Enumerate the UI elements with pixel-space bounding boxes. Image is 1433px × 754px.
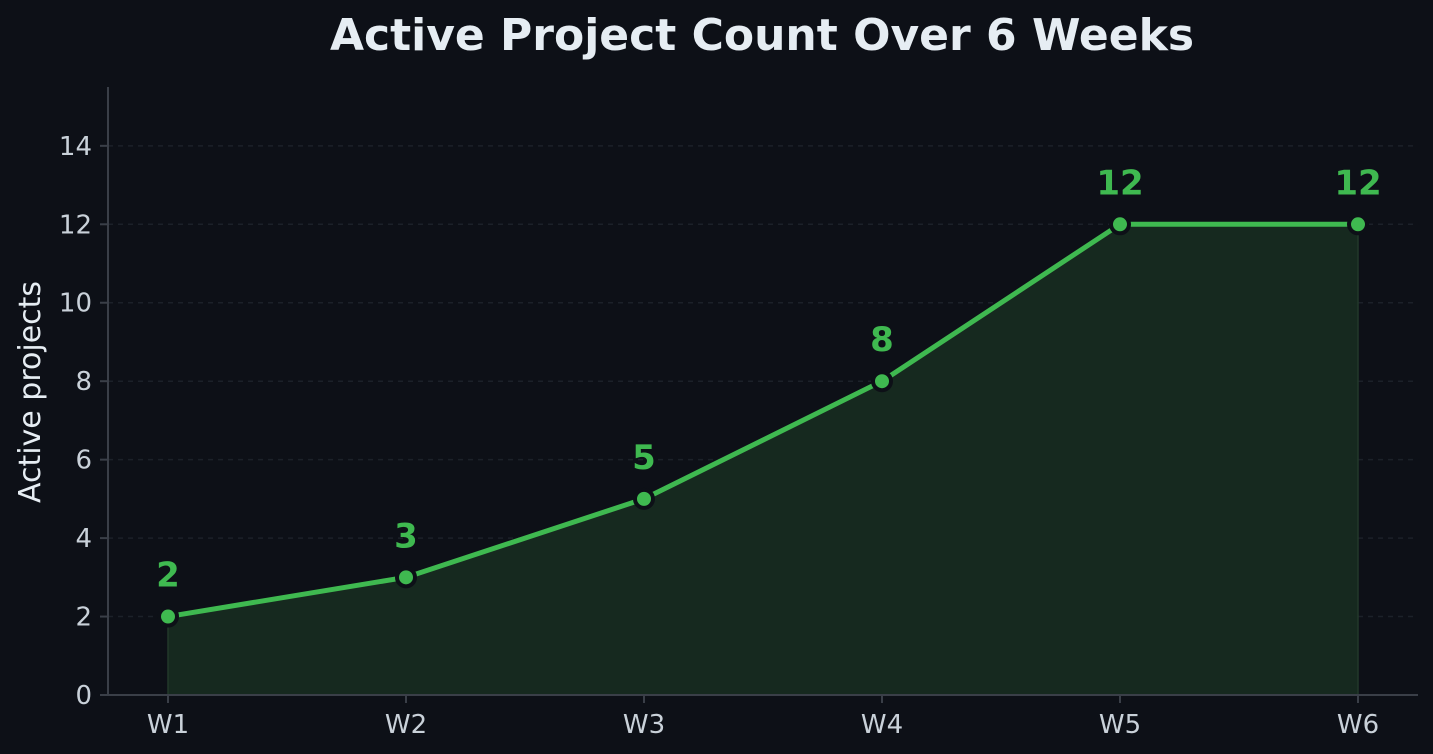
x-tick-label-W1: W1 [147,710,189,740]
data-label-W6: 12 [1334,163,1381,203]
data-markers [157,213,1369,628]
data-label-W3: 5 [632,438,656,478]
x-axis-ticks: W1 W2 W3 W4 W5 W6 [147,695,1379,740]
data-point-W2 [395,566,417,589]
x-tick-label-W3: W3 [623,710,665,740]
y-tick-label-0: 0 [75,681,92,711]
series-line [167,221,1358,620]
data-label-W1: 2 [156,556,180,596]
y-tick-label-2: 2 [75,603,92,633]
y-tick-label-10: 10 [59,289,92,319]
y-tick-label-8: 8 [75,367,92,397]
data-point-W6 [1347,213,1369,236]
data-point-W1 [157,605,179,628]
y-axis-title: Active projects [13,281,48,503]
chart-title: Active Project Count Over 6 Weeks [330,10,1194,61]
x-tick-label-W5: W5 [1099,710,1141,740]
y-axis-ticks: 0 2 4 6 8 10 12 14 [59,132,108,711]
x-tick-label-W6: W6 [1337,710,1379,740]
x-tick-label-W2: W2 [385,710,427,740]
data-label-W4: 8 [870,320,894,360]
data-point-W3 [633,487,655,510]
data-point-W4 [871,370,893,393]
y-tick-label-12: 12 [59,210,92,240]
x-tick-label-W4: W4 [861,710,903,740]
data-labels: 2 3 5 8 12 12 [156,163,1382,595]
data-point-W5 [1109,213,1131,236]
data-label-W5: 12 [1096,163,1143,203]
y-tick-label-6: 6 [75,446,92,476]
axes [107,87,1418,696]
data-label-W2: 3 [394,516,418,556]
y-tick-label-4: 4 [75,524,92,554]
y-tick-label-14: 14 [59,132,92,162]
